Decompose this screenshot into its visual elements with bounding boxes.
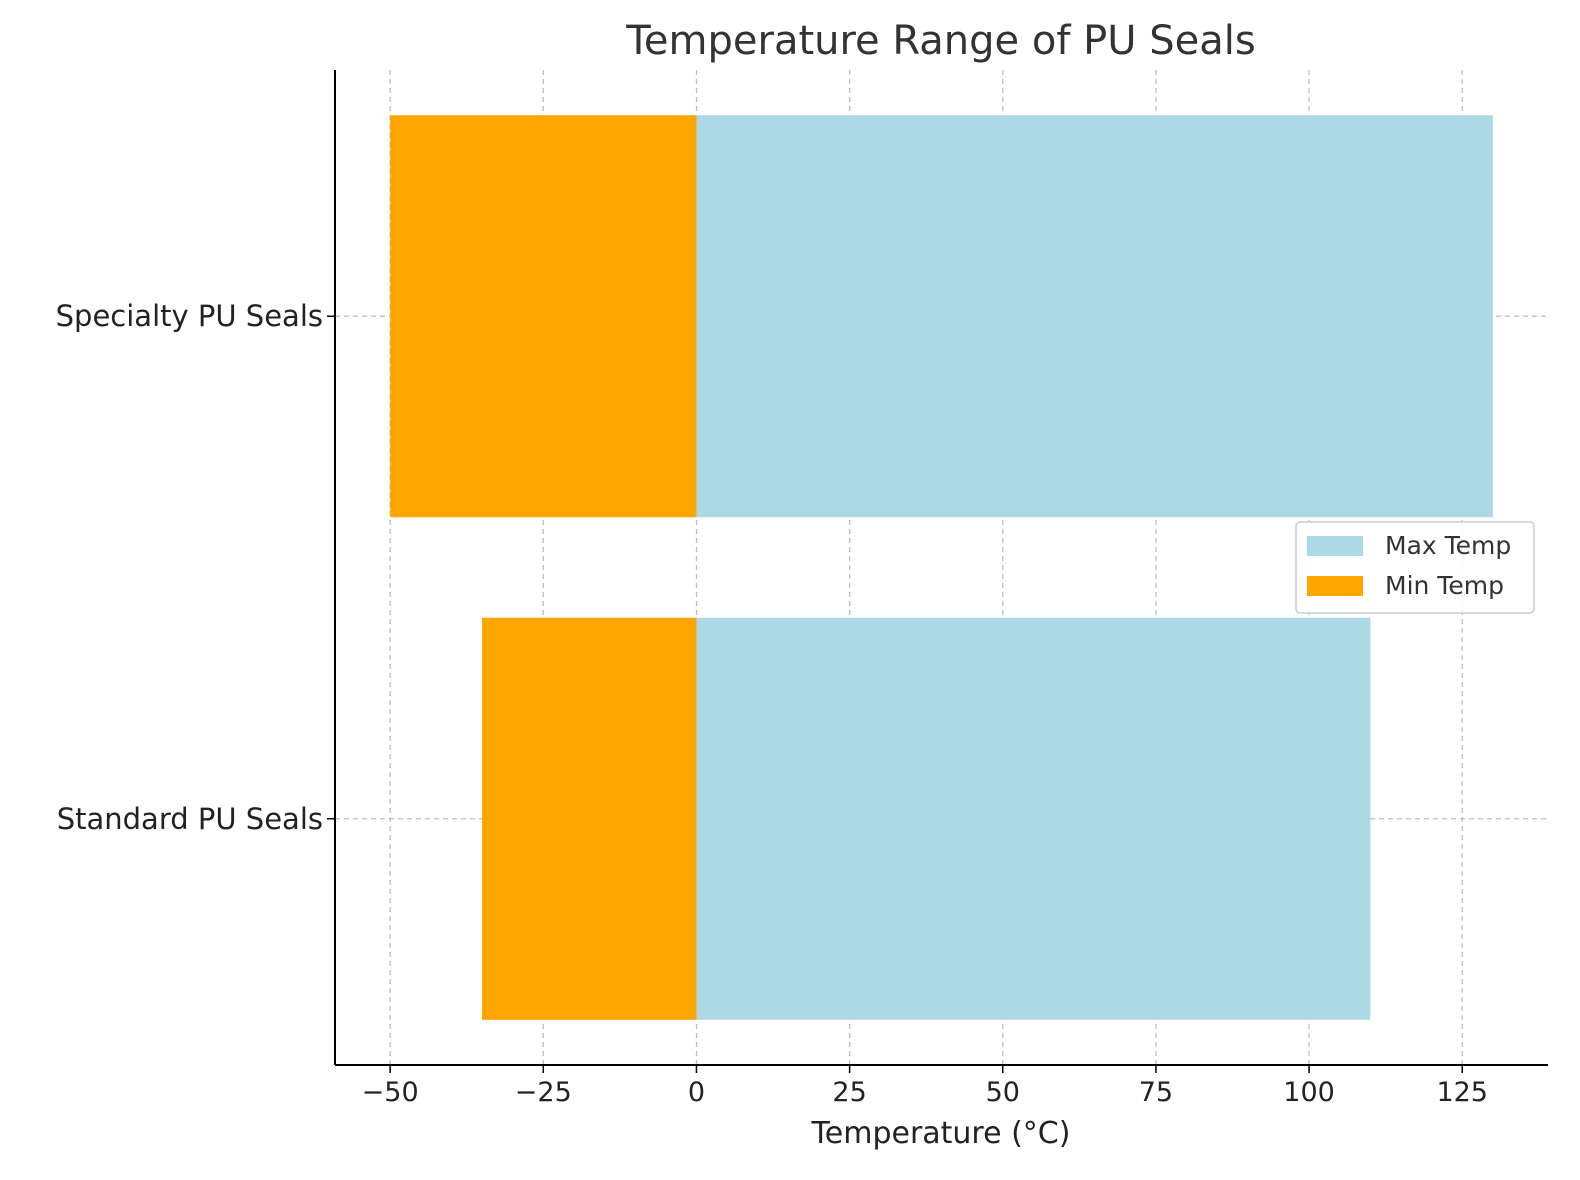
x-tick-label: 25 — [832, 1077, 866, 1108]
bars — [390, 115, 1493, 1020]
bar-max-temp-specialty-pu-seals — [696, 115, 1493, 518]
legend-swatch-min-temp — [1307, 576, 1363, 596]
y-tick-label: Standard PU Seals — [57, 802, 323, 836]
x-ticks: −50 −25 0 25 50 75 100 125 — [362, 1065, 1488, 1108]
bar-min-temp-standard-pu-seals — [482, 617, 697, 1020]
legend-label-max-temp: Max Temp — [1385, 531, 1511, 560]
legend: Max Temp Min Temp — [1295, 521, 1535, 614]
x-tick-label: 125 — [1436, 1077, 1488, 1108]
y-ticks: Standard PU Seals Specialty PU Seals — [56, 299, 335, 836]
bar-max-temp-standard-pu-seals — [696, 617, 1371, 1020]
x-tick-label: 0 — [688, 1077, 705, 1108]
y-tick-label: Specialty PU Seals — [56, 299, 323, 333]
legend-label-min-temp: Min Temp — [1385, 571, 1504, 600]
x-tick-label: 50 — [986, 1077, 1020, 1108]
x-tick-label: 75 — [1139, 1077, 1173, 1108]
x-tick-label: −25 — [515, 1077, 572, 1108]
x-tick-label: 100 — [1283, 1077, 1335, 1108]
bar-min-temp-specialty-pu-seals — [390, 115, 697, 518]
x-axis-label: Temperature (°C) — [811, 1116, 1071, 1151]
chart-title: Temperature Range of PU Seals — [625, 18, 1255, 64]
legend-swatch-max-temp — [1307, 536, 1363, 556]
x-tick-label: −50 — [362, 1077, 419, 1108]
